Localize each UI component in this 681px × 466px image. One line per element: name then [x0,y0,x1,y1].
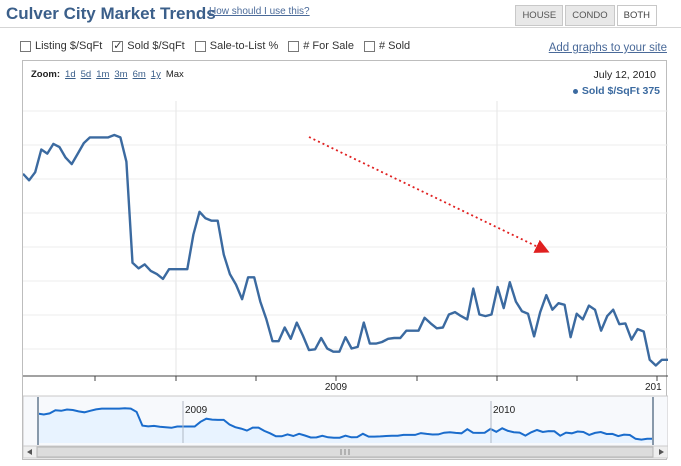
for-sale-checkbox[interactable] [288,40,300,52]
scroll-right-arrow-icon[interactable] [659,449,664,455]
zoom-6m[interactable]: 6m [132,69,146,80]
chart-navigator[interactable]: 2009 2010 [23,395,668,459]
trend-arrow [308,136,550,253]
x-tick-label: 201 [645,382,662,393]
chart-series [23,133,668,367]
sold-price-sqft-line [23,133,668,367]
zoom-max[interactable]: Max [165,69,184,80]
zoom-controls: Zoom: 1d 5d 1m 3m 6m 1y Max [31,69,184,80]
hover-date-readout: July 12, 2010 [593,69,656,81]
metric-label: # For Sale [303,40,354,52]
series-readout: Sold $/SqFt 375 [572,85,660,97]
navigator-line [37,407,653,441]
metric-for-sale-count[interactable]: # For Sale [288,40,354,52]
page-title: Culver City Market Trends [6,4,216,23]
chart-panel: 2009 201 2009 2010 Zoom: 1d 5d 1m 3m 6m 1y… [22,60,668,461]
metric-label: Sold $/SqFt [127,40,185,52]
zoom-1m[interactable]: 1m [96,69,110,80]
navigator-handle-right[interactable] [652,397,654,445]
x-tick-label: 2009 [325,382,348,393]
zoom-1d[interactable]: 1d [65,69,76,80]
zoom-label: Zoom: [31,69,61,80]
add-graphs-link[interactable]: Add graphs to your site [548,42,667,54]
metric-label: Listing $/SqFt [35,40,103,52]
sold-checkbox[interactable] [112,39,124,52]
metric-listing-price-sqft[interactable]: Listing $/SqFt [20,40,102,52]
help-link[interactable]: How should I use this? [209,6,310,17]
metric-toggles: Listing $/SqFt Sold $/SqFt Sale-to-List … [20,39,411,52]
chart-x-axis: 2009 201 [23,375,668,393]
metric-sale-to-list[interactable]: Sale-to-List % [194,40,279,52]
tab-condo[interactable]: CONDO [565,5,615,26]
sale-to-list-checkbox[interactable] [194,40,206,52]
series-readout-label: Sold $/SqFt 375 [581,85,660,97]
zoom-5d[interactable]: 5d [80,69,92,80]
scroll-left-arrow-icon[interactable] [27,449,32,455]
metric-sold-price-sqft[interactable]: Sold $/SqFt [112,39,185,52]
series-dot-icon [572,88,578,94]
zoom-1y[interactable]: 1y [150,69,161,80]
tab-both[interactable]: BOTH [616,5,657,26]
navigator-tick-label: 2009 [185,405,208,416]
navigator-handle-left[interactable] [37,397,39,445]
listing-checkbox[interactable] [20,40,31,52]
metric-label: # Sold [378,40,411,52]
navigator-area [38,408,653,443]
navigator-tick-label: 2010 [493,405,516,416]
property-type-tabs: HOUSE CONDO BOTH [515,5,657,26]
trend-arrow-layer [308,136,550,253]
sold-count-checkbox[interactable] [363,40,375,52]
tab-house[interactable]: HOUSE [515,5,564,26]
market-trend-chart[interactable]: 2009 201 2009 2010 [23,61,668,461]
metric-sold-count[interactable]: # Sold [363,40,411,52]
metric-label: Sale-to-List % [209,40,279,52]
header-divider [0,27,681,28]
zoom-3m[interactable]: 3m [114,69,128,80]
